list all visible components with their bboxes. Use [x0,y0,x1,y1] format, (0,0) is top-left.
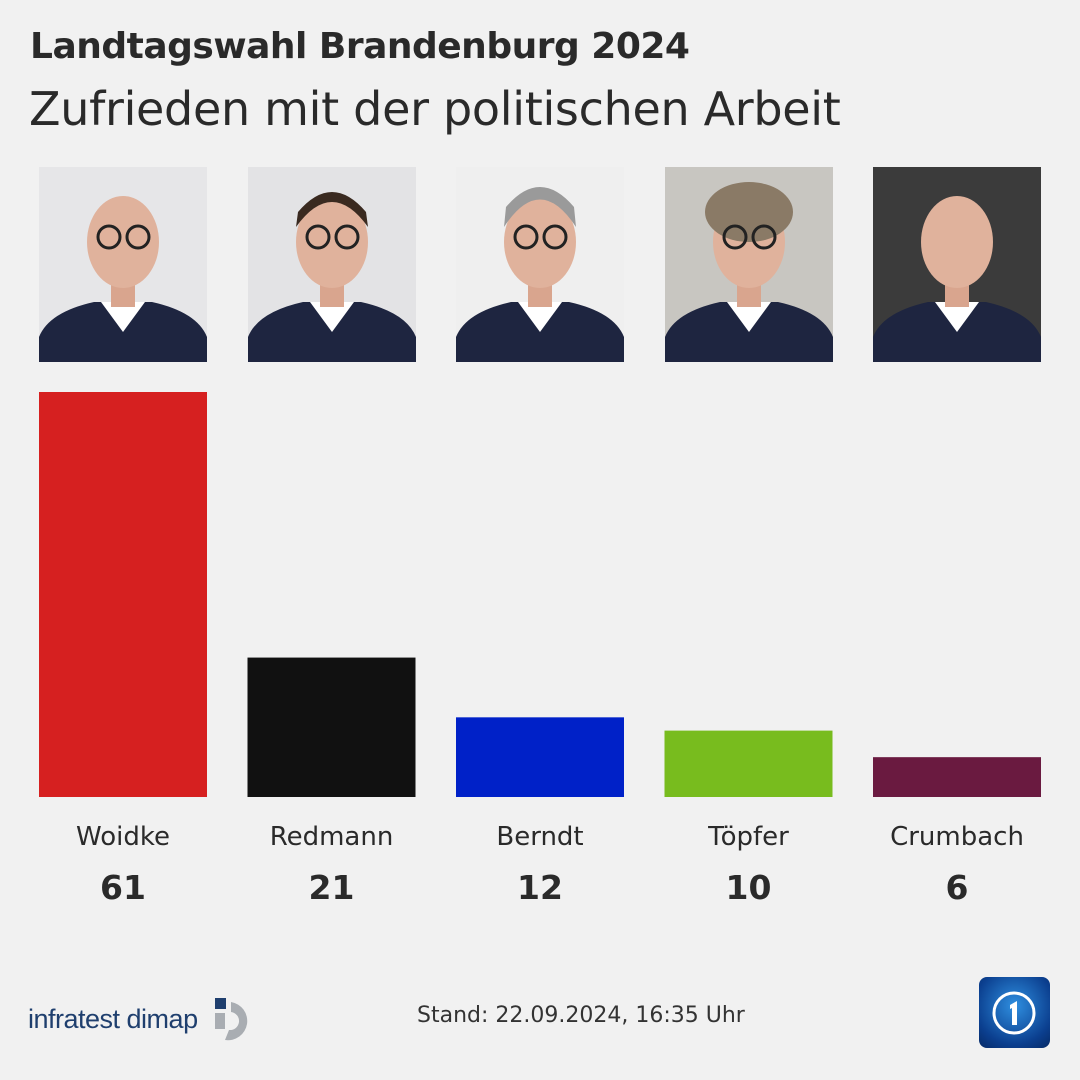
globe-one-icon [992,991,1036,1035]
candidate-photo [39,167,207,362]
infratest-logo-icon [214,998,247,1041]
category-label: Redmann [269,822,394,852]
value-label: 6 [945,868,969,907]
source-logo: infratest dimap [28,998,257,1044]
candidate-photo [456,167,624,362]
category-label: Berndt [496,822,584,852]
bar-1 [247,657,416,797]
timestamp: Stand: 22.09.2024, 16:35 Uhr [417,1003,745,1028]
value-label: 21 [308,868,355,907]
chart-subtitle: Zufrieden mit der politischen Arbeit [29,82,841,136]
bar-2 [456,717,624,797]
candidate-photo [664,167,833,362]
source-label: infratest dimap [28,1004,198,1035]
category-label: Crumbach [890,822,1024,852]
candidate-photo [873,167,1041,362]
category-label: Woidke [76,822,170,852]
value-label: 61 [100,868,146,907]
bar-3 [664,730,833,797]
bar-0 [39,392,207,797]
tagesschau-logo [979,977,1050,1048]
bar-4 [873,757,1041,797]
category-label: Töpfer [708,822,789,852]
candidate-photo [247,167,416,362]
value-label: 10 [725,868,772,907]
value-label: 12 [517,868,563,907]
chart-title: Landtagswahl Brandenburg 2024 [30,26,690,67]
